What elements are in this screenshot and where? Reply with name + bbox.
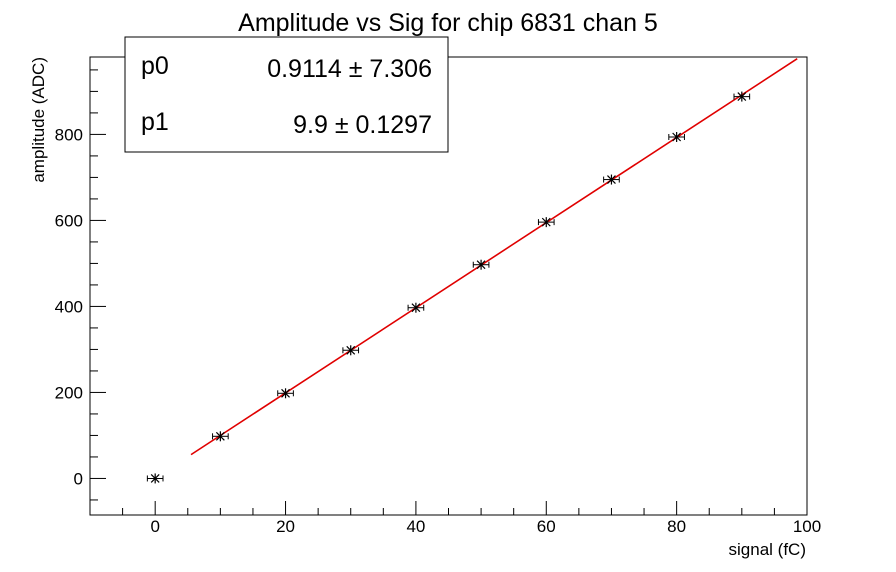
x-tick-label: 60 [537, 517, 556, 536]
x-tick-label: 40 [406, 517, 425, 536]
y-tick-label: 400 [55, 297, 83, 316]
fit-line [190, 58, 798, 456]
y-tick-label: 200 [55, 383, 83, 402]
data-point [277, 388, 294, 399]
data-point [342, 345, 360, 356]
stats-param-name-p1: p1 [141, 108, 169, 136]
data-points-layer [146, 91, 751, 484]
fit-layer [190, 58, 798, 456]
data-point [407, 302, 425, 313]
data-point [212, 431, 229, 442]
chart-title: Amplitude vs Sig for chip 6831 chan 5 [238, 9, 658, 37]
y-axis-label: amplitude (ADC) [29, 57, 48, 183]
data-point [146, 473, 164, 484]
stats-param-value-p1: 9.9 ± 0.1297 [293, 111, 432, 139]
stats-param-name-p0: p0 [141, 52, 169, 80]
x-tick-label: 0 [150, 517, 159, 536]
y-axis-ticks: 0 200 400 600 800 [55, 69, 106, 501]
stats-param-value-p0: 0.9114 ± 7.306 [267, 55, 432, 83]
x-tick-label: 20 [276, 517, 295, 536]
y-tick-label: 0 [74, 469, 83, 488]
y-tick-label: 600 [55, 211, 83, 230]
data-point [537, 217, 555, 228]
y-tick-label: 800 [55, 125, 83, 144]
x-axis-ticks: 0 20 40 60 80 100 [122, 501, 821, 536]
data-point [733, 91, 751, 102]
stats-box-frame [124, 36, 449, 153]
x-tick-label: 80 [667, 517, 686, 536]
data-point [603, 174, 620, 185]
fit-stats-box: p0 0.9114 ± 7.306 p1 9.9 ± 0.1297 [124, 36, 449, 153]
data-point [668, 131, 685, 142]
data-point [472, 259, 490, 270]
x-axis-label: signal (fC) [729, 540, 806, 559]
x-tick-label: 100 [793, 517, 821, 536]
